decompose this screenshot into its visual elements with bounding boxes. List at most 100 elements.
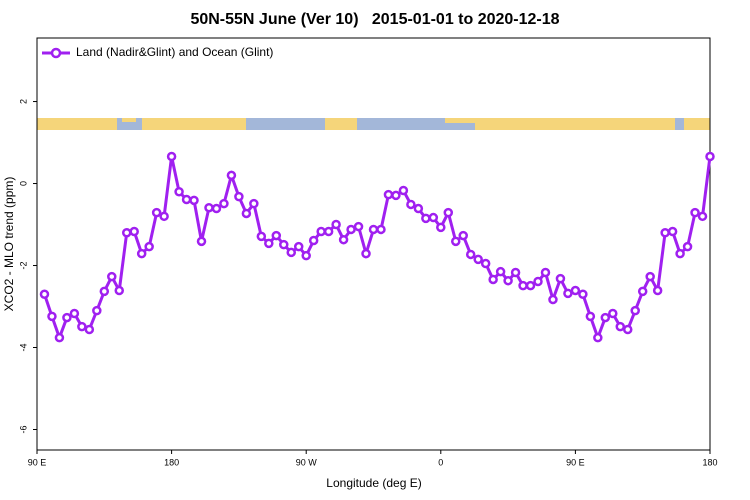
legend-marker <box>50 47 62 59</box>
x-axis-label: Longitude (deg E) <box>326 476 421 490</box>
point <box>256 231 267 242</box>
point <box>204 202 214 213</box>
point <box>473 254 483 265</box>
point <box>353 221 364 232</box>
point <box>578 289 588 299</box>
point <box>421 213 431 224</box>
x-tick-label: 90 W <box>296 457 318 467</box>
point <box>271 230 282 241</box>
point <box>600 312 611 323</box>
point <box>39 289 50 299</box>
point <box>316 226 326 237</box>
point <box>503 275 513 286</box>
point <box>159 211 169 222</box>
point <box>114 285 125 296</box>
plot-frame <box>36 37 711 451</box>
point <box>413 203 424 214</box>
point <box>279 239 289 250</box>
point <box>219 198 229 209</box>
land-ocean-strip <box>37 118 710 130</box>
point <box>682 241 693 252</box>
point <box>211 203 222 214</box>
point <box>293 241 304 252</box>
point <box>136 248 147 259</box>
x-tick-label: 180 <box>702 457 717 467</box>
point <box>570 285 581 296</box>
point <box>690 207 700 218</box>
point <box>361 248 371 259</box>
point <box>608 308 618 319</box>
y-tick-label: -6 <box>18 425 28 433</box>
point <box>495 266 506 277</box>
point <box>129 226 139 237</box>
point <box>189 195 199 206</box>
point <box>54 332 65 343</box>
point <box>563 288 573 299</box>
point <box>451 236 461 247</box>
point <box>196 236 207 247</box>
point <box>667 226 678 237</box>
point <box>99 286 110 297</box>
chart-title: 50N-55N June (Ver 10) 2015-01-01 to 2020… <box>190 11 559 28</box>
point <box>323 226 334 237</box>
point <box>121 227 132 238</box>
point <box>630 305 640 316</box>
point <box>615 321 626 332</box>
point <box>622 324 633 335</box>
point <box>144 241 154 252</box>
point <box>346 224 356 235</box>
point <box>181 194 192 205</box>
point <box>525 280 536 291</box>
point <box>92 305 102 316</box>
point <box>555 273 566 284</box>
point <box>533 276 543 287</box>
point <box>637 286 648 297</box>
legend-label: Land (Nadir&Glint) and Ocean (Glint) <box>76 45 273 59</box>
point <box>518 280 528 291</box>
point <box>548 294 558 305</box>
point <box>383 189 394 200</box>
point <box>540 267 551 278</box>
point <box>226 170 237 181</box>
point <box>301 250 311 261</box>
point <box>465 249 476 260</box>
y-tick-label: -4 <box>18 344 28 352</box>
point <box>241 208 252 219</box>
point <box>368 224 379 235</box>
point <box>62 312 72 323</box>
y-tick-label: -2 <box>18 262 28 270</box>
x-tick-label: 0 <box>438 457 443 467</box>
y-axis-label: XCO2 - MLO trend (ppm) <box>2 177 16 312</box>
x-tick-label: 90 E <box>28 457 47 467</box>
point <box>166 151 177 162</box>
point <box>510 267 521 278</box>
point <box>428 212 439 223</box>
point <box>286 247 296 258</box>
point <box>331 219 341 230</box>
point <box>338 234 349 245</box>
point <box>458 230 468 241</box>
y-tick-label: 2 <box>18 99 28 104</box>
point <box>47 311 57 322</box>
point <box>376 224 386 235</box>
point <box>436 222 446 233</box>
point <box>264 238 274 249</box>
point <box>406 199 416 210</box>
point <box>398 185 409 196</box>
point <box>652 285 663 296</box>
y-tick-label: 0 <box>18 181 28 186</box>
point <box>77 321 87 332</box>
point <box>585 311 596 322</box>
point <box>645 271 655 282</box>
point <box>234 191 244 202</box>
point <box>151 207 162 218</box>
x-tick-label: 180 <box>164 457 179 467</box>
point <box>249 198 259 209</box>
point <box>675 248 685 259</box>
point <box>391 190 401 201</box>
point <box>660 227 670 238</box>
point <box>69 308 80 319</box>
point <box>443 207 454 218</box>
point <box>697 211 708 222</box>
